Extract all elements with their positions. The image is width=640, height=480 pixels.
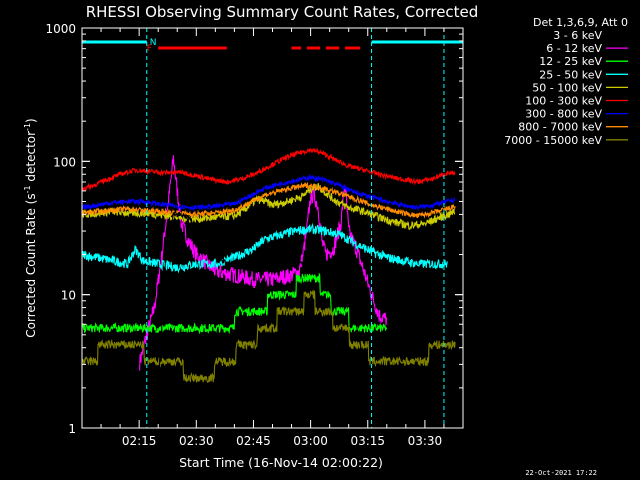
legend-header: Det 1,3,6,9, Att 0 (533, 16, 628, 29)
flare-flag-label: F (147, 44, 152, 54)
legend-label-6: 300 - 800 keV (525, 108, 602, 121)
series-line-7 (81, 181, 456, 219)
series-line-5 (81, 147, 456, 192)
x-tick-label: 03:00 (293, 434, 328, 448)
series-line-4 (81, 183, 456, 231)
legend-label-5: 100 - 300 keV (525, 95, 602, 108)
axes-layer: 02:15 02:30 02:45 03:00 03:15 03:30 1 10 100 1000 (45, 22, 464, 448)
legend-label-4: 50 - 100 keV (532, 81, 602, 94)
series-layer (81, 147, 456, 427)
y-tick-label: 1000 (45, 22, 76, 36)
legend-label-1: 6 - 12 keV (546, 42, 602, 55)
legend-label-0: 3 - 6 keV (553, 29, 602, 42)
night-markers-layer (146, 28, 445, 428)
legend-label-2: 12 - 25 keV (539, 55, 602, 68)
y-tick-label: 1 (68, 422, 76, 436)
series-line-3 (81, 222, 448, 274)
y-axis-label: Corrected Count Rate (s-1 detector-1) (23, 118, 38, 337)
flags-layer: NF (82, 38, 463, 54)
x-tick-label: 02:15 (122, 434, 157, 448)
night-flag-label: N (150, 38, 157, 48)
x-tick-label: 03:15 (350, 434, 385, 448)
series-line-0 (134, 211, 380, 427)
series-line-2 (81, 272, 388, 335)
y-tick-label: 10 (61, 289, 76, 303)
y-tick-label: 100 (53, 155, 76, 169)
series-line-8 (81, 289, 456, 384)
chart-title: RHESSI Observing Summary Count Rates, Co… (86, 3, 479, 21)
footer-date: 22-Oct-2021 17:22 (525, 469, 597, 477)
series-line-6 (81, 173, 456, 212)
legend-label-8: 7000 - 15000 keV (504, 134, 602, 147)
x-tick-label: 03:30 (408, 434, 443, 448)
legend-label-3: 25 - 50 keV (539, 68, 602, 81)
legend-label-7: 800 - 7000 keV (518, 121, 602, 134)
x-tick-label: 02:30 (179, 434, 214, 448)
x-axis-label: Start Time (16-Nov-14 02:00:22) (179, 455, 383, 470)
x-tick-label: 02:45 (236, 434, 271, 448)
